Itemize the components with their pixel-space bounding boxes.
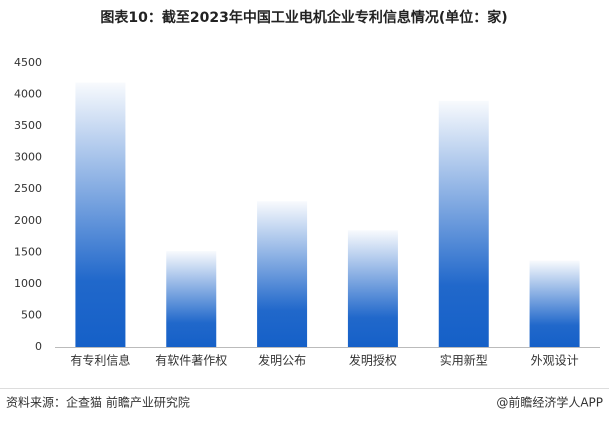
bar (529, 260, 580, 347)
y-tick-label: 500 (21, 308, 42, 321)
x-tick-label: 发明公布 (258, 353, 306, 368)
source-note: 资料来源：企查猫 前瞻产业研究院 (6, 395, 190, 410)
y-tick-label: 1500 (14, 245, 42, 258)
bar (347, 230, 398, 347)
chart-title: 图表10：截至2023年中国工业电机企业专利信息情况(单位：家) (100, 9, 507, 26)
y-tick-label: 1000 (14, 277, 42, 290)
credit: @前瞻经济学人APP (496, 395, 603, 410)
x-tick-label: 有专利信息 (70, 353, 130, 368)
y-tick-label: 0 (35, 340, 42, 353)
x-tick-label: 实用新型 (440, 353, 488, 368)
bar (438, 100, 489, 347)
x-tick-label: 发明授权 (349, 353, 397, 368)
x-tick-label: 有软件著作权 (155, 354, 227, 368)
y-tick-label: 2000 (14, 214, 42, 227)
bar (257, 201, 308, 347)
y-tick-label: 4000 (14, 88, 42, 101)
y-tick-label: 2500 (14, 182, 42, 195)
y-tick-label: 3500 (14, 119, 42, 132)
y-tick-label: 3000 (14, 151, 42, 164)
bar (166, 251, 217, 347)
y-tick-label: 4500 (14, 56, 42, 69)
bar (75, 82, 126, 347)
x-tick-label: 外观设计 (531, 354, 579, 368)
